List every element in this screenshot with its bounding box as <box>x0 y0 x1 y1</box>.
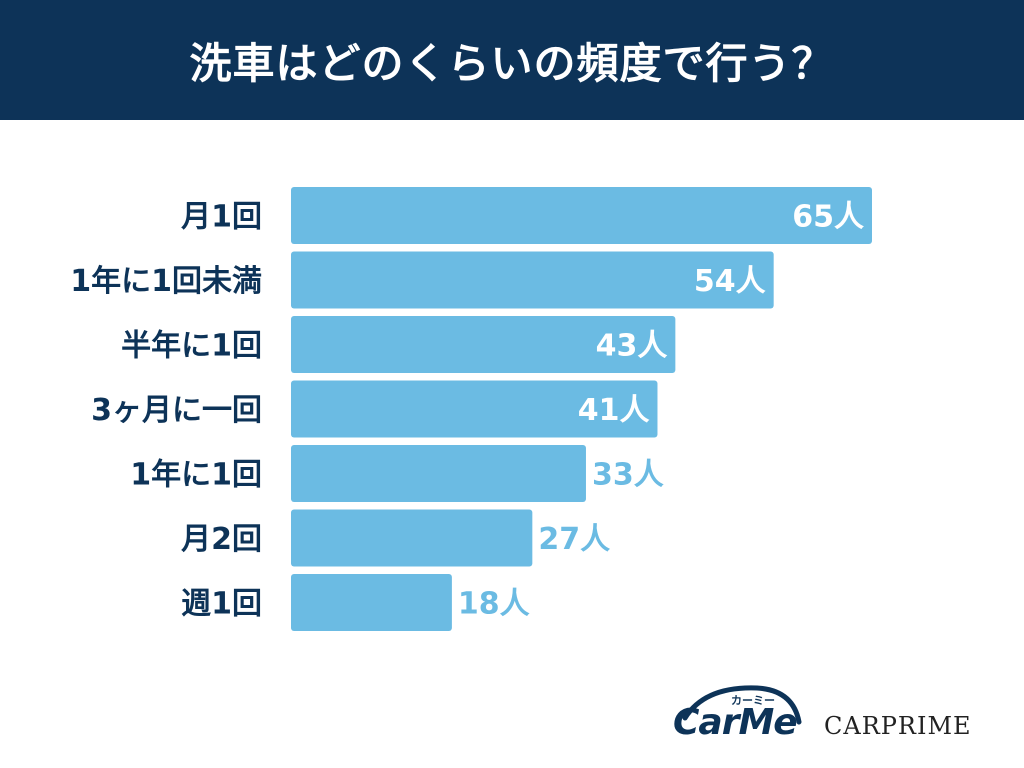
carme-logo: カーミー CarMe <box>665 680 805 748</box>
category-label: 1年に1回未満 <box>70 264 262 299</box>
value-label: 54人 <box>694 264 766 299</box>
bar <box>291 509 533 567</box>
bar <box>291 445 586 502</box>
carme-logo-text: CarMe <box>673 702 798 743</box>
value-label: 41人 <box>578 393 650 428</box>
value-label: 65人 <box>792 200 864 235</box>
category-label: 1年に1回 <box>130 458 262 493</box>
value-label: 33人 <box>592 458 664 493</box>
value-label: 27人 <box>538 522 610 557</box>
category-label: 3ヶ月に一回 <box>91 393 262 428</box>
value-label: 43人 <box>596 329 668 364</box>
bar <box>291 574 452 631</box>
value-label: 18人 <box>458 587 530 622</box>
car-roof-icon <box>682 685 802 725</box>
carme-kana-label: カーミー <box>731 694 775 707</box>
category-label: 半年に1回 <box>121 329 262 364</box>
bar <box>291 187 872 244</box>
carprime-logo-text: CARPRIME <box>824 712 972 740</box>
bar <box>291 251 774 309</box>
logo-area: カーミー CarMe CARPRIME <box>660 680 1000 750</box>
category-label: 月1回 <box>181 200 262 235</box>
category-label: 週1回 <box>181 587 262 622</box>
category-label: 月2回 <box>181 522 262 557</box>
chart-title: 洗車はどのくらいの頻度で行う？ <box>189 38 835 88</box>
title-banner: 洗車はどのくらいの頻度で行う？ <box>0 0 1024 120</box>
bar <box>291 316 676 373</box>
bar <box>291 380 658 438</box>
